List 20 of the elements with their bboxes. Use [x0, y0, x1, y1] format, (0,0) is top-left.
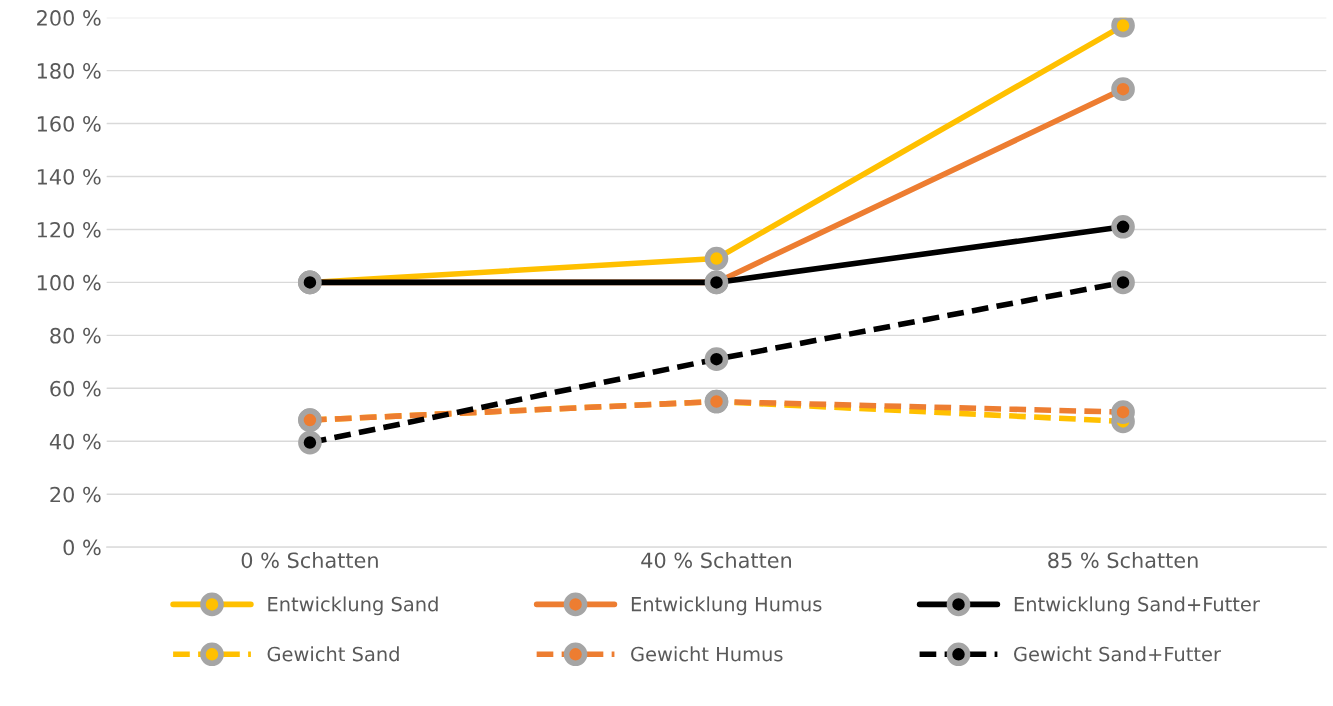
y-tick-label: 160 % [37, 116, 101, 132]
y-tick-label: 100 % [37, 274, 101, 291]
y-tick-label: 120 % [37, 221, 101, 238]
y-tick-label: 180 % [37, 63, 101, 79]
y-tick-label: 60 % [50, 380, 101, 397]
legend-label: Gewicht Sand [267, 646, 399, 662]
y-tick-label: 40 % [49, 433, 101, 450]
legend-label: Gewicht Sand+Futter [1014, 646, 1221, 662]
legend-label: Entwicklung Sand+Futter [1014, 596, 1260, 616]
x-tick-label: 40 % Schatten [641, 552, 791, 569]
x-tick-label: 85 % Schatten [1048, 552, 1198, 569]
y-tick-label: 140 % [37, 168, 101, 185]
legend-label: Entwicklung Humus [631, 596, 822, 616]
y-tick-label: 200 % [37, 10, 101, 26]
y-tick-label: 20 % [50, 486, 101, 503]
legend-label: Gewicht Humus [631, 646, 783, 662]
legend-label: Entwicklung Sand [268, 596, 438, 616]
y-tick-label: 0 % [63, 539, 101, 556]
x-tick-label: 0 % Schatten [241, 552, 378, 569]
y-tick-label: 80 % [50, 327, 101, 344]
